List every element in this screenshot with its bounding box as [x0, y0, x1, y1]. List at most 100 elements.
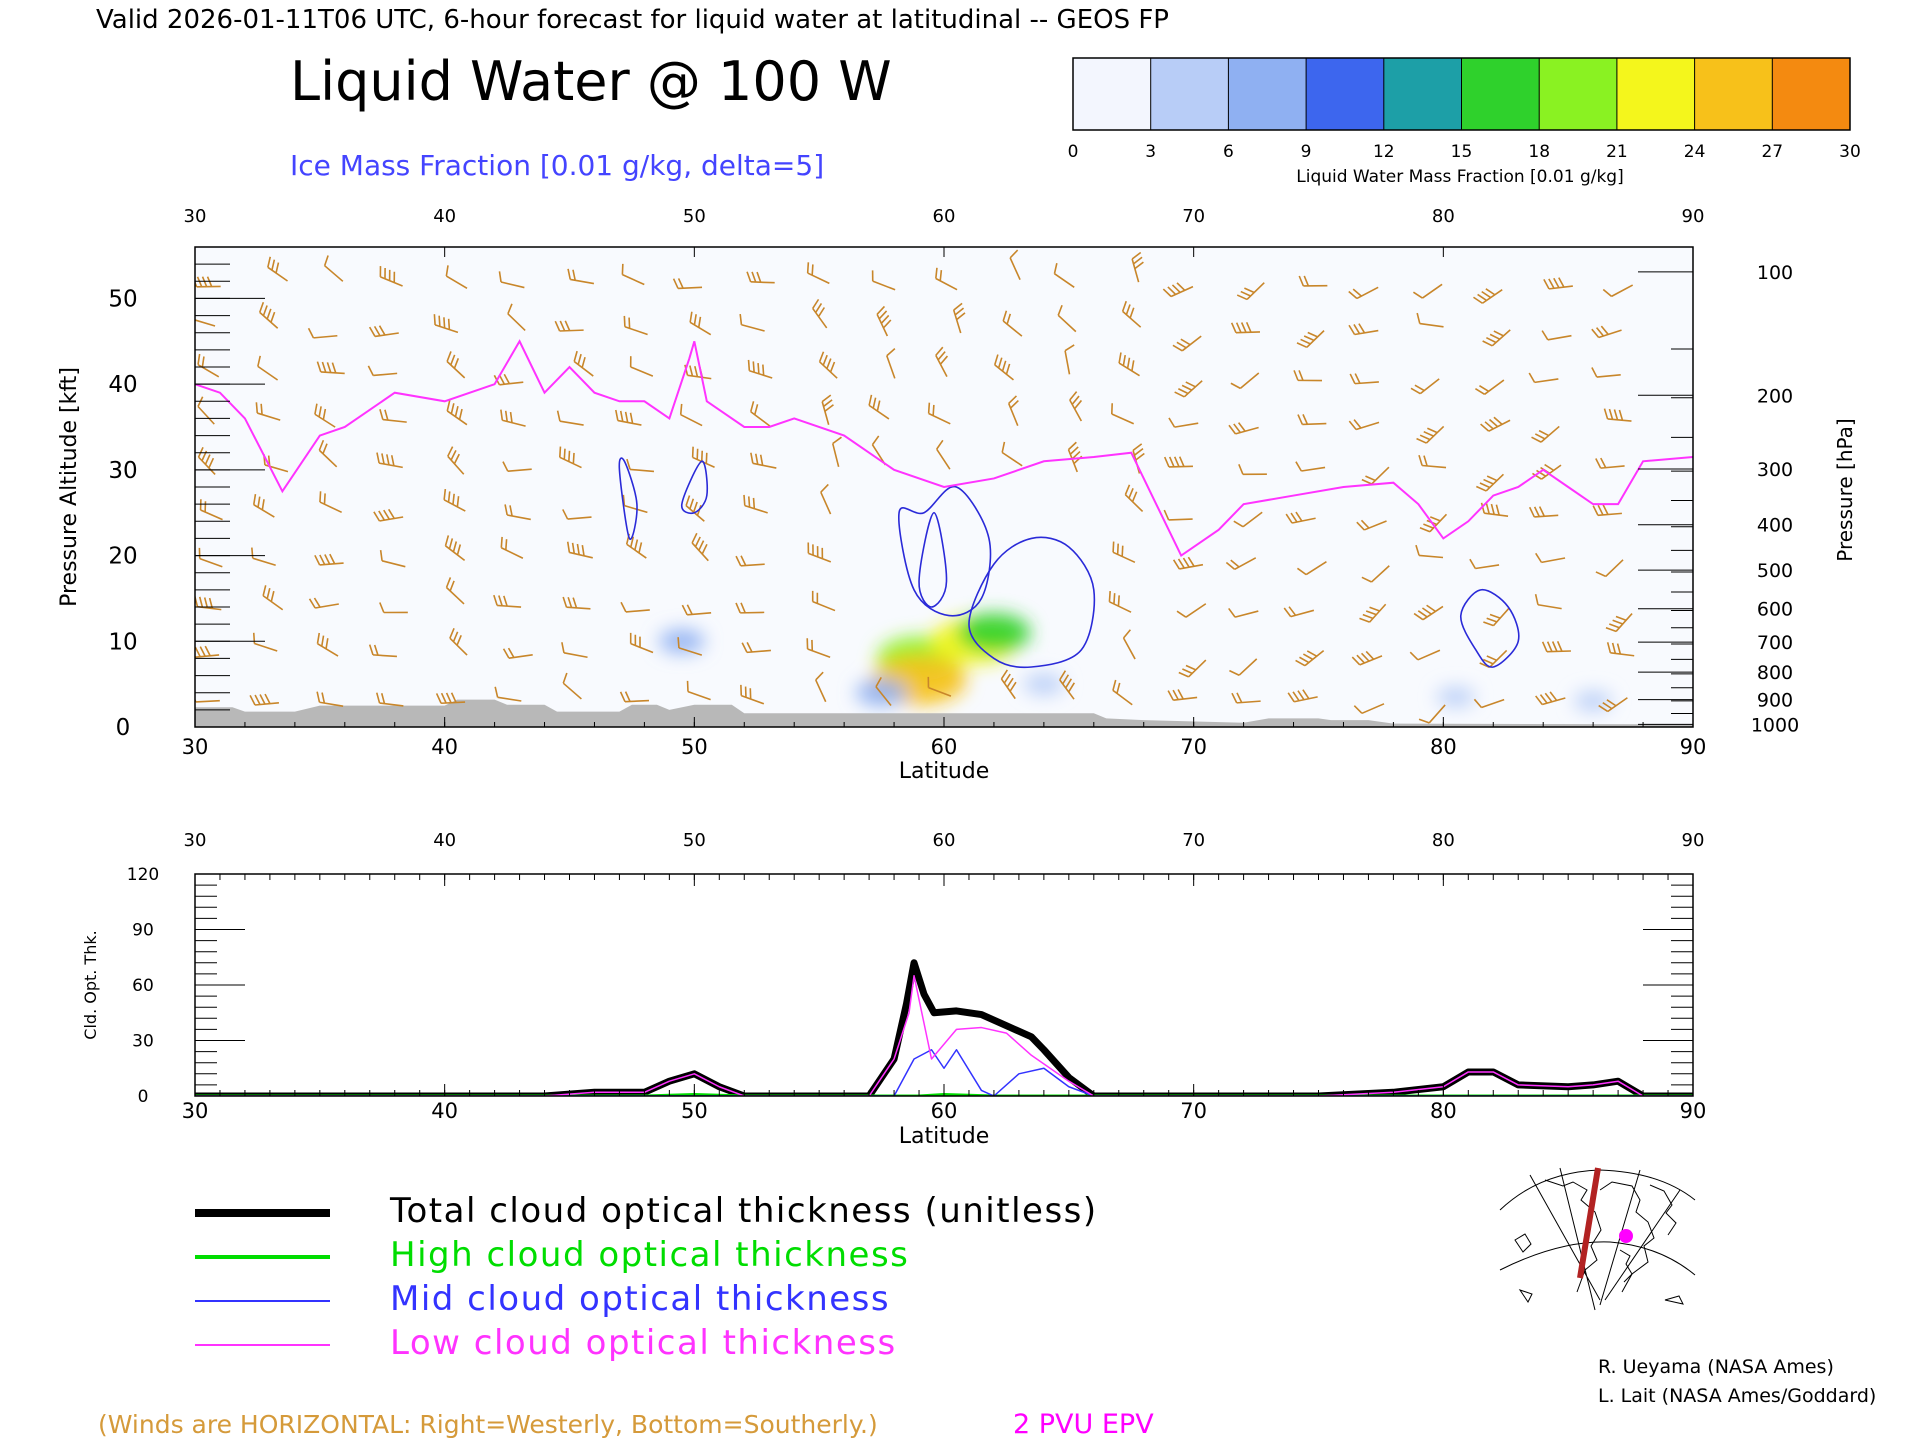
wind-barb: [1592, 504, 1622, 517]
wind-barb: [1475, 379, 1505, 395]
wind-barb: [507, 303, 526, 332]
wind-barb: [1069, 391, 1083, 422]
wind-barb: [433, 314, 459, 334]
wind-barb: [562, 596, 591, 610]
wind-barb: [831, 436, 842, 467]
wind-barb: [1353, 703, 1385, 715]
wind-barb: [494, 686, 522, 702]
wind-barb: [927, 676, 952, 697]
wind-barb: [1476, 473, 1505, 492]
wind-barb: [445, 577, 465, 605]
x-tick-label: 50: [681, 735, 708, 759]
wind-barb: [1295, 461, 1326, 472]
y-tick-label: 10: [108, 629, 137, 655]
legend-label: High cloud optical thickness: [390, 1235, 909, 1275]
wind-barb: [1541, 330, 1572, 341]
wind-barb: [504, 504, 531, 521]
wind-barb: [806, 262, 830, 285]
wind-barb: [199, 499, 223, 521]
wind-barb: [615, 409, 642, 426]
wind-barb: [1416, 312, 1444, 328]
wind-barb: [1591, 325, 1622, 339]
wind-barb: [735, 555, 765, 567]
wind-barb: [868, 394, 890, 420]
plot-frame-bottom: [194, 873, 1694, 1097]
liquid-water-blob: [1436, 686, 1475, 708]
colorbar-label: Liquid Water Mass Fraction [0.01 g/kg]: [1296, 167, 1623, 187]
wind-barb: [626, 458, 655, 473]
wind-barb: [1595, 559, 1624, 578]
wind-barb: [257, 355, 279, 381]
wind-barb: [619, 691, 650, 703]
optical-thickness-panel: 30 30 40 40 50 50 60 60 70 70 80 80 90 90 0 30 60 90 120 L…: [81, 830, 1706, 1149]
wind-barb: [1534, 594, 1562, 610]
epv-label: 2 PVU EPV: [1013, 1409, 1154, 1440]
wind-barb: [252, 493, 275, 518]
pressure-axis-label: Pressure [hPa]: [1833, 418, 1857, 561]
wind-barb: [323, 255, 344, 282]
wind-barb: [886, 348, 896, 379]
wind-barb: [379, 409, 407, 423]
x-tick-label-bottom: 40: [431, 1099, 458, 1123]
wind-barb: [875, 677, 892, 706]
wind-barb: [368, 644, 397, 658]
colorbar-segment: [1539, 58, 1618, 130]
wind-barb: [621, 263, 645, 286]
x-tick-label: 40: [431, 735, 458, 759]
wind-barb: [689, 311, 712, 336]
wind-barb: [1285, 511, 1316, 524]
transect-line: [1577, 1167, 1601, 1279]
x-tick-label-top: 80: [1432, 206, 1455, 227]
y-tick-label-bottom: 60: [132, 976, 154, 996]
cross-section-panel: 3030404050506060707080809090010203040501…: [57, 206, 1857, 784]
wind-barb: [562, 672, 582, 700]
wind-barb: [447, 446, 465, 475]
colorbar-segment: [1383, 58, 1462, 130]
bottom-axes: 30 30 40 40 50 50 60 60 70 70 80 80 90 90 0 30 60 90 120: [127, 830, 1707, 1123]
wind-barb: [446, 400, 468, 426]
colorbar: 0 3 6 9 12 15 18 21 24 27 30: [1068, 57, 1861, 162]
wind-barb: [1002, 310, 1023, 337]
x-tick-label-bottom-top: 50: [683, 830, 706, 851]
pressure-tick-label: 1000: [1751, 714, 1799, 736]
wind-barb: [1167, 689, 1198, 701]
wind-barb: [314, 403, 336, 428]
wind-barb: [1118, 352, 1140, 377]
wind-barb: [1528, 372, 1559, 384]
x-tick-label: 80: [1430, 735, 1457, 759]
x-tick-label: 60: [931, 735, 958, 759]
pressure-tick-label: 400: [1757, 515, 1793, 537]
wind-barb: [1603, 408, 1632, 422]
x-tick-label-bottom-top: 60: [933, 830, 956, 851]
wind-barb: [876, 305, 892, 337]
wind-barb: [620, 601, 650, 613]
wind-barb: [740, 684, 765, 705]
wind-barb: [1606, 642, 1635, 657]
colorbar-tick-label: 24: [1684, 142, 1706, 162]
colorbar-tick-label: 0: [1068, 142, 1079, 162]
wind-barb: [562, 509, 592, 520]
wind-barb: [1605, 613, 1633, 633]
pressure-tick-label: 100: [1757, 262, 1793, 284]
colorbar-tick-label: 18: [1528, 142, 1550, 162]
wind-barb: [1473, 698, 1505, 709]
wind-barb: [1480, 502, 1509, 518]
top-axes: 3030404050506060707080809090010203040501…: [108, 206, 1799, 759]
wind-barb: [379, 266, 403, 287]
wind-barb: [1298, 275, 1328, 287]
wind-barb: [1351, 650, 1383, 666]
wind-barb: [1231, 692, 1261, 704]
wind-barb: [1001, 441, 1023, 467]
wind-barb: [435, 692, 466, 705]
subtitle: Ice Mass Fraction [0.01 g/kg, delta=5]: [290, 149, 824, 182]
wind-barb: [1361, 565, 1390, 583]
y-tick-label: 0: [116, 715, 131, 741]
wind-barb: [307, 327, 338, 339]
wind-barb: [373, 508, 404, 522]
wind-barb: [1108, 590, 1132, 613]
wind-barb: [1230, 372, 1260, 390]
wind-barb: [379, 550, 406, 568]
wind-barb: [556, 410, 584, 426]
wind-barb: [493, 594, 522, 608]
ice-contour: [918, 511, 948, 608]
